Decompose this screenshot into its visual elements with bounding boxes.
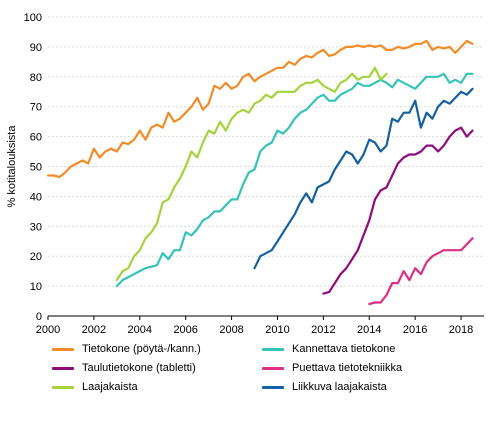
series-line-5: [115, 66, 388, 282]
y-tick-label: 0: [36, 311, 42, 323]
legend: Tietokone (pöytä-/kann.) Kannettava tieto…: [52, 342, 472, 394]
x-tick-label: 2012: [311, 324, 335, 336]
x-tick-label: 2016: [403, 324, 427, 336]
x-tick-label: 2008: [219, 324, 243, 336]
series-line-4: [368, 237, 474, 306]
series-line-3: [322, 126, 474, 295]
legend-item: Puettava tietotekniikka: [262, 361, 472, 375]
y-tick-label: 60: [30, 132, 42, 144]
x-tick-label: 2004: [128, 324, 152, 336]
x-tick-label: 2010: [265, 324, 289, 336]
tick-labels: 0 10 20 30 40 50 60 70 80 90 100 2000 2002 2004 2006 20…: [24, 12, 474, 336]
y-tick-label: 40: [30, 191, 42, 203]
y-tick-label: 20: [30, 251, 42, 263]
y-tick-label: 10: [30, 281, 42, 293]
series-line-1: [46, 39, 474, 179]
legend-label: Liikkuva laajakaista: [292, 381, 387, 393]
legend-swatch: [262, 366, 284, 370]
series-line-2: [115, 72, 474, 288]
legend-label: Laajakaista: [82, 381, 138, 393]
gridlines: [48, 16, 484, 287]
legend-swatch: [262, 347, 284, 351]
y-tick-label: 90: [30, 42, 42, 54]
y-tick-label: 100: [24, 12, 42, 24]
legend-label: Kannettava tietokone: [292, 343, 396, 355]
legend-label: Tietokone (pöytä-/kann.): [82, 343, 201, 355]
series-line-6: [253, 87, 474, 270]
legend-label: Puettava tietotekniikka: [292, 362, 403, 374]
legend-item: Tietokone (pöytä-/kann.): [52, 342, 262, 356]
x-tick-label: 2006: [173, 324, 197, 336]
legend-swatch: [52, 366, 74, 370]
legend-item: Kannettava tietokone: [262, 342, 472, 356]
legend-item: Taulutietokone (tabletti): [52, 361, 262, 375]
legend-label: Taulutietokone (tabletti): [82, 362, 196, 374]
y-tick-label: 50: [30, 162, 42, 174]
series-lines: [46, 39, 474, 306]
x-tick-label: 2014: [357, 324, 381, 336]
legend-item: Laajakaista: [52, 380, 262, 394]
legend-swatch: [52, 347, 74, 351]
y-tick-label: 70: [30, 102, 42, 114]
axes: [47, 315, 484, 320]
x-tick-label: 2018: [449, 324, 473, 336]
legend-swatch: [262, 385, 284, 389]
y-axis-title: % kotitalouksista: [6, 125, 18, 208]
y-tick-label: 30: [30, 221, 42, 233]
y-tick-label: 80: [30, 72, 42, 84]
x-tick-label: 2002: [82, 324, 106, 336]
legend-item: Liikkuva laajakaista: [262, 380, 472, 394]
legend-swatch: [52, 385, 74, 389]
x-tick-label: 2000: [36, 324, 60, 336]
